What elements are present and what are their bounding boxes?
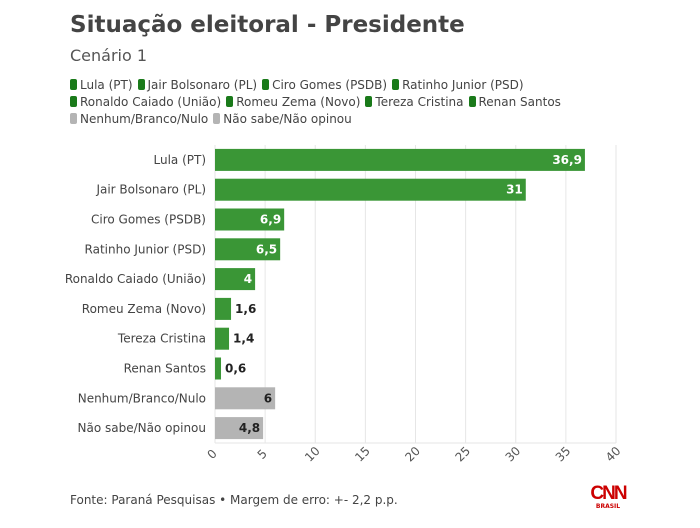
- legend-swatch: [70, 79, 77, 90]
- legend-item: Ronaldo Caiado (União): [70, 94, 221, 111]
- legend-item: Ciro Gomes (PSDB): [262, 77, 387, 94]
- x-tick-label: 40: [603, 444, 624, 465]
- bar: [215, 148, 585, 171]
- x-tick-label: 25: [452, 444, 473, 465]
- data-label: 6,9: [260, 213, 281, 227]
- legend-item: Jair Bolsonaro (PL): [137, 77, 258, 94]
- bar: [215, 268, 256, 291]
- data-label: 1,4: [233, 332, 254, 346]
- legend-label: Ratinho Junior (PSD): [402, 78, 524, 92]
- legend-swatch: [226, 96, 234, 107]
- data-label: 6,5: [256, 242, 277, 256]
- legend-swatch: [262, 79, 270, 90]
- legend-item: Nenhum/Branco/Nulo: [70, 111, 208, 128]
- legend-swatch: [70, 113, 77, 124]
- x-tick-label: 20: [402, 444, 423, 465]
- data-label: 4,8: [239, 421, 260, 435]
- category-label: Não sabe/Não opinou: [78, 421, 206, 435]
- legend-swatch: [137, 79, 145, 90]
- legend-item: Lula (PT): [70, 77, 133, 94]
- legend-swatch: [70, 96, 77, 107]
- category-label: Jair Bolsonaro (PL): [95, 183, 206, 197]
- legend-item: Renan Santos: [468, 94, 561, 111]
- legend-swatch: [365, 96, 373, 107]
- legend-label: Renan Santos: [478, 95, 561, 109]
- legend-label: Lula (PT): [80, 78, 133, 92]
- category-label: Renan Santos: [124, 362, 206, 376]
- bar: [215, 297, 232, 320]
- category-label: Ratinho Junior (PSD): [85, 242, 206, 256]
- legend-label: Romeu Zema (Novo): [236, 95, 361, 109]
- x-tick-label: 10: [302, 444, 323, 465]
- bar: [215, 417, 264, 440]
- legend-label: Não sabe/Não opinou: [223, 112, 352, 126]
- legend: Lula (PT) Jair Bolsonaro (PL) Ciro Gomes (…: [70, 77, 570, 128]
- data-label: 36,9: [552, 153, 582, 167]
- legend-label: Nenhum/Branco/Nulo: [80, 112, 209, 126]
- bar: [215, 387, 276, 410]
- bar: [215, 327, 230, 350]
- chart-title: Situação eleitoral - Presidente: [70, 12, 465, 38]
- category-label: Nenhum/Branco/Nulo: [78, 391, 206, 405]
- x-tick-label: 0: [205, 447, 220, 462]
- x-tick-label: 35: [553, 444, 574, 465]
- cnn-brasil-logo: CNN BRASIL: [590, 483, 627, 510]
- category-label: Ronaldo Caiado (União): [65, 272, 206, 286]
- bar: [215, 357, 222, 380]
- bar: [215, 238, 281, 261]
- chart-subtitle: Cenário 1: [70, 46, 148, 65]
- category-label: Tereza Cristina: [117, 332, 206, 346]
- legend-swatch: [213, 113, 221, 124]
- legend-label: Ronaldo Caiado (União): [80, 95, 222, 109]
- bar: [215, 178, 526, 201]
- category-label: Romeu Zema (Novo): [82, 302, 206, 316]
- bar: [215, 208, 285, 231]
- category-label: Ciro Gomes (PSDB): [91, 213, 206, 227]
- data-label: 31: [506, 183, 523, 197]
- legend-swatch: [468, 96, 476, 107]
- x-tick-label: 30: [503, 444, 524, 465]
- data-label: 6: [264, 391, 272, 405]
- data-label: 1,6: [235, 302, 256, 316]
- legend-label: Jair Bolsonaro (PL): [147, 78, 258, 92]
- legend-item: Romeu Zema (Novo): [226, 94, 360, 111]
- legend-item: Ratinho Junior (PSD): [392, 77, 524, 94]
- x-tick-label: 5: [255, 447, 270, 462]
- data-label: 4: [244, 272, 252, 286]
- x-tick-label: 15: [352, 444, 373, 465]
- legend-label: Ciro Gomes (PSDB): [272, 78, 388, 92]
- legend-swatch: [392, 79, 400, 90]
- legend-label: Tereza Cristina: [375, 95, 464, 109]
- source-note: Fonte: Paraná Pesquisas • Margem de erro…: [70, 493, 398, 507]
- legend-item: Não sabe/Não opinou: [213, 111, 352, 128]
- data-label: 0,6: [225, 362, 246, 376]
- category-label: Lula (PT): [153, 153, 206, 167]
- legend-item: Tereza Cristina: [365, 94, 464, 111]
